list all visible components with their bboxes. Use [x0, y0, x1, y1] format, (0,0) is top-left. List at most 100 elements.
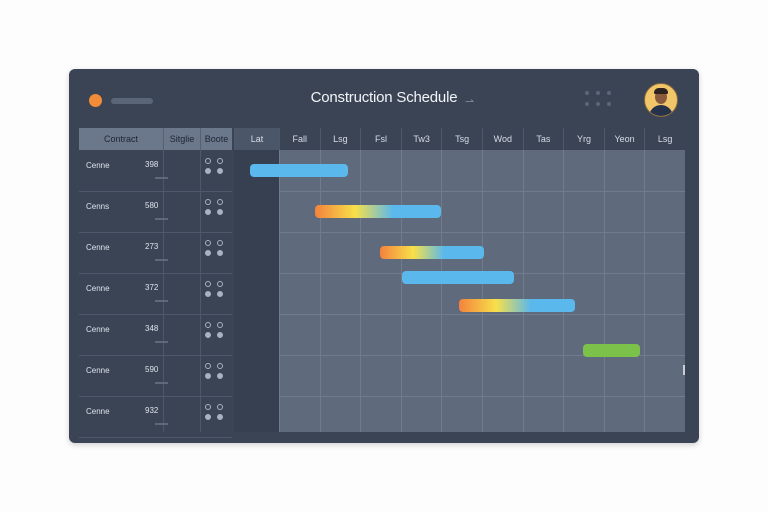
timeline-header-cell[interactable]: Tw3 — [400, 128, 442, 150]
gantt-task-bar[interactable] — [250, 164, 348, 177]
task-number: 580 — [145, 201, 159, 210]
task-name: Cenne — [86, 284, 110, 293]
status-ring-icon — [217, 199, 223, 205]
page-title: Construction Schedule — [310, 89, 458, 106]
menu-handle[interactable] — [111, 98, 153, 104]
table-row[interactable]: Cenne 932 — [79, 396, 232, 438]
task-status-icons[interactable] — [205, 404, 231, 428]
gantt-task-bar[interactable] — [402, 271, 515, 285]
grid-horizontal-line — [279, 396, 685, 397]
status-dot-icon[interactable] — [89, 94, 102, 107]
timeline-header-cell[interactable]: Fsl — [360, 128, 401, 150]
task-subtext-placeholder — [155, 423, 168, 425]
status-ring-icon — [217, 322, 223, 328]
task-subtext-placeholder — [155, 341, 168, 343]
task-name: Cenne — [86, 366, 110, 375]
timeline-header-cell[interactable]: Fall — [279, 128, 320, 150]
task-name: Cenns — [86, 202, 110, 211]
task-number: 932 — [145, 406, 159, 415]
task-status-icons[interactable] — [205, 322, 231, 346]
status-filled-icon — [205, 291, 211, 297]
timeline-header-cell[interactable]: Wod — [482, 128, 523, 150]
gantt-task-bar[interactable] — [315, 205, 442, 218]
status-ring-icon — [217, 281, 223, 287]
status-filled-icon — [217, 250, 223, 256]
table-row[interactable]: Cenne 590 — [79, 355, 232, 397]
avatar-hair — [654, 88, 668, 94]
grid-horizontal-line — [279, 191, 685, 192]
timeline-header-cell[interactable]: Lsg — [319, 128, 361, 150]
grid-horizontal-line — [279, 232, 685, 233]
avatar[interactable] — [644, 83, 678, 117]
status-ring-icon — [205, 158, 211, 164]
status-filled-icon — [205, 332, 211, 338]
gantt-task-bar[interactable] — [583, 344, 640, 358]
task-subtext-placeholder — [155, 218, 168, 220]
status-ring-icon — [217, 240, 223, 246]
task-status-icons[interactable] — [205, 281, 231, 305]
grid-vertical-line — [482, 150, 483, 432]
grid-vertical-line — [441, 150, 443, 432]
status-ring-icon — [217, 404, 223, 410]
status-ring-icon — [217, 363, 223, 369]
header-contract[interactable]: Contract — [79, 128, 164, 150]
timeline-header-cell[interactable]: Lat — [234, 128, 279, 150]
task-status-icons[interactable] — [205, 240, 231, 264]
timeline-header-cell[interactable]: Yrg — [563, 128, 604, 150]
table-row[interactable]: Cenns 580 — [79, 191, 232, 233]
timeline-header-cell[interactable]: Yeon — [603, 128, 645, 150]
timeline-header-cell[interactable]: Lsg — [644, 128, 685, 150]
grid-vertical-line — [603, 150, 605, 432]
status-filled-icon — [217, 168, 223, 174]
status-ring-icon — [205, 363, 211, 369]
task-status-icons[interactable] — [205, 199, 231, 223]
table-row[interactable]: Cenne 273 — [79, 232, 232, 274]
task-number: 348 — [145, 324, 159, 333]
status-filled-icon — [205, 414, 211, 420]
app-window: Construction Schedule ⇀ Contract Sitglie… — [69, 69, 699, 443]
column-divider — [163, 150, 164, 432]
task-table: Contract Sitglie Boote Cenne 398 Cenns 580 C… — [79, 128, 232, 438]
status-ring-icon — [205, 281, 211, 287]
header-sitglie[interactable]: Sitglie — [164, 128, 201, 150]
task-status-icons[interactable] — [205, 363, 231, 387]
status-filled-icon — [205, 168, 211, 174]
status-filled-icon — [217, 209, 223, 215]
status-filled-icon — [205, 250, 211, 256]
apps-grid-icon[interactable] — [585, 91, 615, 109]
gantt-task-bar[interactable] — [459, 299, 576, 313]
column-divider — [200, 150, 201, 432]
status-filled-icon — [205, 373, 211, 379]
status-filled-icon — [217, 291, 223, 297]
timeline-header-cell[interactable]: Tsg — [441, 128, 482, 150]
gantt-task-bar[interactable] — [380, 246, 484, 259]
status-filled-icon — [217, 414, 223, 420]
avatar-body — [649, 105, 673, 116]
grid-vertical-line — [522, 150, 524, 432]
grid-vertical-line — [400, 150, 402, 432]
status-ring-icon — [205, 322, 211, 328]
status-filled-icon — [205, 209, 211, 215]
task-number: 590 — [145, 365, 159, 374]
task-name: Cenne — [86, 325, 110, 334]
task-name: Cenne — [86, 161, 110, 170]
task-name: Cenne — [86, 243, 110, 252]
timeline-header-cell[interactable]: Tas — [522, 128, 564, 150]
status-ring-icon — [205, 240, 211, 246]
task-number: 273 — [145, 242, 159, 251]
task-subtext-placeholder — [155, 259, 168, 261]
status-filled-icon — [217, 332, 223, 338]
table-row[interactable]: Cenne 372 — [79, 273, 232, 315]
table-row[interactable]: Cenne 398 — [79, 150, 232, 192]
task-subtext-placeholder — [155, 177, 168, 179]
task-number: 398 — [145, 160, 159, 169]
grid-horizontal-line — [279, 314, 685, 315]
timeline-first-column — [234, 150, 279, 432]
table-row[interactable]: Cenne 348 — [79, 314, 232, 356]
grid-vertical-line — [563, 150, 565, 432]
header-boote[interactable]: Boote — [204, 134, 229, 144]
task-status-icons[interactable] — [205, 158, 231, 182]
timeline-header: Lat Fall Lsg Fsl Tw3 Tsg Wod Tas Yrg Yeon Lsg — [234, 128, 685, 150]
scrollbar-handle[interactable] — [683, 365, 685, 375]
grid-vertical-line — [360, 150, 362, 432]
